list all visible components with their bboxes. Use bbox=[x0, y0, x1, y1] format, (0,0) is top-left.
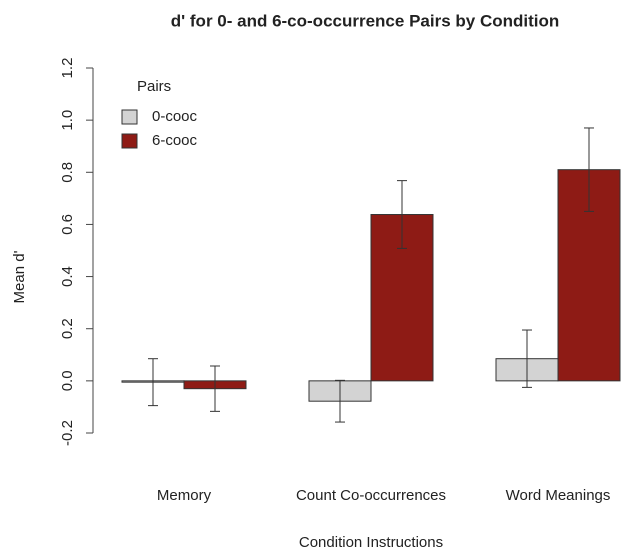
y-tick-label: -0.2 bbox=[59, 420, 76, 446]
error-bar bbox=[335, 379, 345, 423]
error-bar bbox=[522, 329, 532, 388]
y-tick-label: 0.2 bbox=[59, 318, 76, 339]
y-tick-label: 0.0 bbox=[59, 370, 76, 391]
y-axis-label: Mean d' bbox=[11, 250, 28, 303]
y-tick-label: 0.6 bbox=[59, 214, 76, 235]
x-tick-label: Memory bbox=[157, 487, 212, 504]
y-tick-label: 1.2 bbox=[59, 58, 76, 79]
error-bar bbox=[584, 127, 594, 212]
legend-title: Pairs bbox=[137, 78, 171, 95]
error-bar bbox=[210, 365, 220, 412]
y-tick-label: 0.8 bbox=[59, 162, 76, 183]
legend-swatch bbox=[121, 133, 138, 149]
legend-label: 6-cooc bbox=[152, 132, 198, 149]
error-bar bbox=[148, 358, 158, 407]
x-tick-label: Count Co-occurrences bbox=[296, 487, 446, 504]
error-bar bbox=[397, 180, 407, 249]
y-tick-label: 0.4 bbox=[59, 266, 76, 287]
legend-label: 0-cooc bbox=[152, 108, 198, 125]
chart-title: d' for 0- and 6-co-occurrence Pairs by C… bbox=[171, 11, 560, 30]
x-tick-label: Word Meanings bbox=[506, 487, 611, 504]
x-axis-label: Condition Instructions bbox=[299, 534, 443, 551]
legend-swatch bbox=[121, 109, 138, 125]
y-tick-label: 1.0 bbox=[59, 110, 76, 131]
